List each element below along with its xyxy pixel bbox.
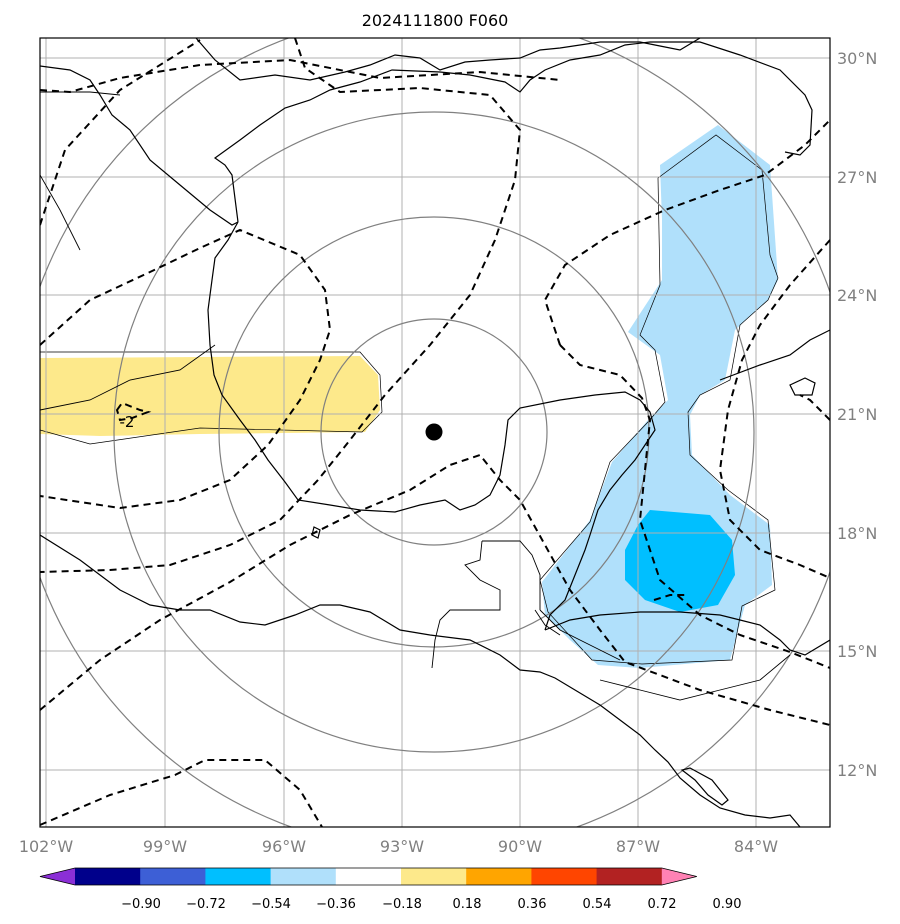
lon-label: 87°W <box>616 837 660 856</box>
colorbar-segment <box>596 868 663 885</box>
lat-label: 12°N <box>837 761 877 780</box>
colorbar-outline <box>39 867 697 886</box>
positive-anomaly-region <box>40 356 380 436</box>
lat-tick-labels: 30°N 27°N 24°N 21°N 18°N 15°N 12°N <box>837 49 877 780</box>
lon-label: 93°W <box>380 837 424 856</box>
colorbar-segment <box>75 868 141 885</box>
colorbar-segment <box>140 868 206 885</box>
colorbar-tick-label: −0.36 <box>316 897 356 912</box>
storm-center-marker <box>425 423 443 441</box>
lat-label: 27°N <box>837 168 877 187</box>
colorbar-extend-high <box>661 868 697 885</box>
lat-label: 24°N <box>837 286 877 305</box>
colorbar-tick-label: −0.18 <box>382 897 422 912</box>
lon-label: 99°W <box>143 837 187 856</box>
dashed-contours <box>40 38 830 827</box>
lon-label: 84°W <box>734 837 778 856</box>
colorbar <box>39 867 697 886</box>
colorbar-tick-label: 0.90 <box>713 897 742 912</box>
colorbar-tick-label: −0.72 <box>186 897 226 912</box>
lat-label: 30°N <box>837 49 877 68</box>
colorbar-tick-label: 0.18 <box>453 897 482 912</box>
map-title: 2024111800 F060 <box>362 11 509 30</box>
colorbar-segment <box>205 868 272 885</box>
lon-label: 90°W <box>498 837 542 856</box>
colorbar-extend-low <box>40 868 75 885</box>
colorbar-tick-label: 0.54 <box>583 897 612 912</box>
colorbar-tick-label: 0.72 <box>648 897 677 912</box>
lon-label: 96°W <box>262 837 306 856</box>
fill-outline <box>539 134 779 665</box>
lat-label: 18°N <box>837 524 877 543</box>
colorbar-tick-label: −0.90 <box>121 897 161 912</box>
map-frame <box>39 37 831 828</box>
colorbar-segment <box>531 868 598 885</box>
lat-label: 15°N <box>837 642 877 661</box>
contour-label: -2 <box>120 413 135 431</box>
borders <box>40 91 791 701</box>
coastlines <box>40 38 830 827</box>
lon-tick-labels: 102°W 99°W 96°W 93°W 90°W 87°W 84°W <box>19 837 778 856</box>
colorbar-segment <box>335 868 402 885</box>
negative-anomaly-core <box>625 510 735 612</box>
colorbar-tick-label: 0.36 <box>518 897 547 912</box>
lon-label: 102°W <box>19 837 74 856</box>
colorbar-segment <box>401 868 467 885</box>
colorbar-segment <box>466 868 532 885</box>
colorbar-tick-labels: −0.90 −0.72 −0.54 −0.36 −0.18 0.18 0.36 … <box>121 897 741 912</box>
colorbar-segment <box>270 868 337 885</box>
lat-label: 21°N <box>837 405 877 424</box>
colorbar-tick-label: −0.54 <box>251 897 291 912</box>
map-area: -2 <box>40 38 830 827</box>
fill-outline <box>40 351 383 445</box>
graticule <box>40 38 830 827</box>
